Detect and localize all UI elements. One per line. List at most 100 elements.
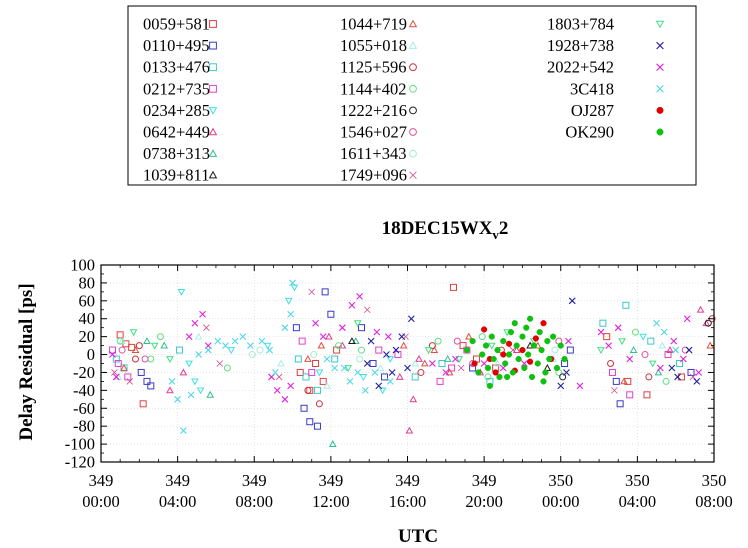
data-point (513, 342, 520, 349)
data-point (448, 364, 456, 372)
data-point (648, 360, 657, 368)
data-point (527, 315, 534, 322)
data-point (367, 337, 375, 345)
data-point (139, 400, 147, 408)
data-point (292, 324, 300, 332)
data-point (681, 346, 689, 354)
data-point (256, 346, 264, 354)
data-point (131, 355, 139, 363)
data-point (512, 346, 521, 353)
data-point (304, 354, 312, 362)
y-tick-label: 20 (79, 327, 96, 346)
data-point (676, 360, 684, 367)
data-point (395, 372, 404, 380)
data-point (449, 283, 457, 291)
data-point (317, 341, 326, 349)
data-point (141, 355, 149, 363)
data-point (443, 354, 452, 362)
data-point (469, 338, 476, 345)
data-point (112, 373, 120, 381)
data-point (398, 333, 406, 341)
legend-label: 1039+811 (143, 166, 209, 185)
data-point (191, 319, 199, 327)
data-point (176, 346, 184, 354)
data-point (168, 378, 176, 385)
data-point (429, 360, 436, 367)
data-point (487, 342, 496, 350)
data-point (653, 319, 660, 327)
data-point (328, 440, 337, 447)
data-point (206, 390, 215, 398)
chart-legend: 0059+581 0110+495 0133+476 0212+735 0234+285… (127, 5, 697, 186)
data-point (185, 360, 193, 368)
data-point (338, 341, 347, 349)
data-point (639, 333, 647, 341)
y-tick-label: 0 (87, 345, 95, 364)
data-point (356, 292, 363, 300)
legend-label: 1055+018 (340, 36, 407, 55)
y-axis-label: Delay Residual [ps] (16, 283, 37, 440)
y-tick-label: -80 (73, 417, 95, 436)
y-tick-label: 100 (70, 256, 95, 275)
data-point (409, 395, 418, 403)
legend-marker (209, 84, 217, 93)
y-tick-label: -60 (73, 399, 95, 418)
data-point (507, 329, 515, 336)
data-point (618, 338, 626, 346)
data-point (597, 347, 605, 355)
data-point (248, 351, 256, 359)
data-point (331, 364, 339, 372)
data-point (484, 373, 492, 381)
data-point (616, 400, 624, 408)
y-tick-label: -120 (65, 453, 95, 472)
data-point (353, 320, 362, 328)
legend-label: OK290 (565, 123, 614, 142)
data-point (670, 337, 678, 345)
legend-label: 1044+719 (340, 15, 407, 34)
y-tick-label: 80 (79, 273, 96, 292)
data-point (109, 351, 116, 358)
legend-label: 1144+402 (340, 79, 406, 98)
data-point (563, 369, 570, 376)
data-point (442, 369, 450, 376)
data-point (114, 360, 122, 367)
data-point (358, 346, 366, 354)
data-point (656, 364, 664, 372)
data-point (683, 315, 691, 323)
data-point (438, 360, 446, 367)
data-point (112, 355, 120, 363)
x-tick-label-day: 349 (395, 471, 420, 490)
data-point (411, 373, 419, 381)
data-point (214, 337, 222, 345)
data-point (672, 346, 680, 354)
data-point (405, 426, 414, 434)
data-point (363, 360, 371, 367)
data-point (302, 373, 310, 381)
data-point (277, 359, 285, 367)
data-point (622, 301, 630, 309)
data-point (166, 386, 174, 394)
legend-label: 0110+495 (143, 36, 209, 55)
data-point (662, 377, 670, 385)
data-point (383, 351, 390, 358)
data-point (356, 355, 364, 363)
data-point (371, 369, 379, 376)
data-point (321, 288, 329, 296)
plot-area (101, 265, 714, 462)
data-point (284, 297, 293, 305)
data-point (147, 382, 155, 390)
data-point (348, 301, 356, 309)
data-point (504, 373, 511, 381)
data-point (196, 387, 205, 395)
data-point (626, 391, 634, 399)
data-point (296, 368, 304, 376)
data-point (312, 360, 320, 367)
data-point (568, 297, 576, 305)
data-point (534, 360, 541, 367)
data-point (660, 328, 668, 336)
data-point (647, 337, 655, 345)
data-point (479, 351, 486, 358)
legend-marker (209, 63, 217, 72)
data-point (695, 369, 703, 376)
data-point (239, 333, 247, 341)
